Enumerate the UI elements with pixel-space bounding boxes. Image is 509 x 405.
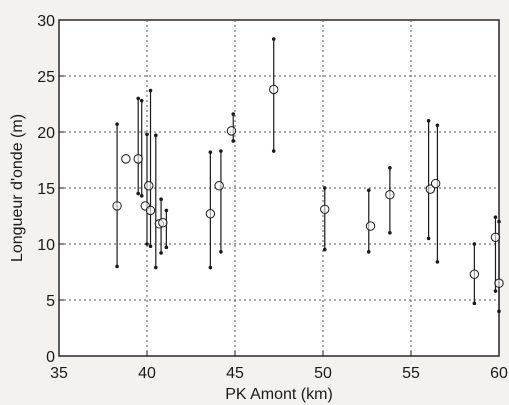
range-min-dot xyxy=(219,250,223,254)
range-min-dot xyxy=(136,191,140,196)
range-min-dot xyxy=(426,236,431,241)
mean-point xyxy=(469,269,480,279)
range-max-dot xyxy=(493,215,498,219)
mean-point xyxy=(269,84,279,95)
x-tick-label: 35 xyxy=(50,365,68,382)
range-min-dot xyxy=(159,251,163,255)
range-max-dot xyxy=(426,119,431,123)
x-axis-title: PK Amont (km) xyxy=(225,386,333,403)
mean-markers xyxy=(112,84,504,288)
range-max-dot xyxy=(136,96,140,101)
x-tick-label: 45 xyxy=(226,365,244,382)
range-max-dot xyxy=(472,242,477,246)
mean-point xyxy=(365,221,376,231)
y-tick-label: 20 xyxy=(37,125,55,142)
range-bars xyxy=(115,37,501,314)
range-min-dot xyxy=(472,301,477,306)
mean-point xyxy=(226,126,237,136)
mean-point xyxy=(205,209,216,219)
y-tick-label: 0 xyxy=(46,349,55,366)
range-min-dot xyxy=(164,245,169,250)
range-min-dot xyxy=(366,250,371,254)
range-max-dot xyxy=(231,112,236,116)
x-tick-label: 60 xyxy=(490,365,508,382)
mean-point xyxy=(158,218,168,228)
mean-point xyxy=(490,232,501,242)
y-tick-label: 15 xyxy=(37,181,55,198)
range-max-dot xyxy=(208,150,213,154)
range-min-dot xyxy=(231,139,236,143)
range-min-dot xyxy=(148,244,153,249)
x-tick-label: 40 xyxy=(138,365,156,382)
range-max-dot xyxy=(388,166,392,170)
range-max-dot xyxy=(154,133,158,138)
range-min-dot xyxy=(145,242,149,246)
mean-point xyxy=(133,154,143,164)
range-min-dot xyxy=(154,265,158,270)
mean-point xyxy=(494,278,504,288)
x-tick-label: 55 xyxy=(402,365,420,382)
y-tick-label: 25 xyxy=(37,69,55,86)
range-max-dot xyxy=(164,208,169,213)
range-min-dot xyxy=(493,289,498,293)
mean-point xyxy=(425,184,436,194)
grid xyxy=(59,20,499,356)
mean-point xyxy=(214,181,224,191)
range-max-dot xyxy=(366,188,371,193)
range-min-dot xyxy=(139,194,144,198)
mean-point xyxy=(144,181,154,191)
mean-point xyxy=(430,178,441,189)
axis-ticks: 35 40 45 50 55 60 0 5 10 15 20 25 30 xyxy=(37,13,508,382)
range-max-dot xyxy=(148,88,153,93)
range-max-dot xyxy=(115,122,119,126)
range-max-dot xyxy=(497,219,501,224)
range-max-dot xyxy=(219,149,223,153)
range-max-dot xyxy=(145,132,149,137)
range-max-dot xyxy=(139,98,144,103)
range-min-dot xyxy=(208,265,213,270)
y-tick-label: 10 xyxy=(37,237,55,254)
y-axis-title: Longueur d'onde (m) xyxy=(9,114,26,262)
y-tick-label: 30 xyxy=(37,13,55,30)
mean-point xyxy=(112,201,122,211)
mean-point xyxy=(121,154,131,164)
range-max-dot xyxy=(159,197,163,201)
mean-point xyxy=(145,205,156,216)
range-min-dot xyxy=(115,264,119,269)
mean-point xyxy=(385,190,395,200)
mean-point xyxy=(320,204,330,214)
range-min-dot xyxy=(271,149,276,153)
y-tick-label: 5 xyxy=(46,293,55,310)
range-max-dot xyxy=(322,186,327,190)
range-max-dot xyxy=(271,37,276,41)
range-min-dot xyxy=(388,231,392,235)
range-min-dot xyxy=(435,260,440,264)
range-min-dot xyxy=(497,309,501,314)
range-min-dot xyxy=(322,247,327,252)
range-max-dot xyxy=(435,123,440,128)
x-tick-label: 50 xyxy=(314,365,332,382)
